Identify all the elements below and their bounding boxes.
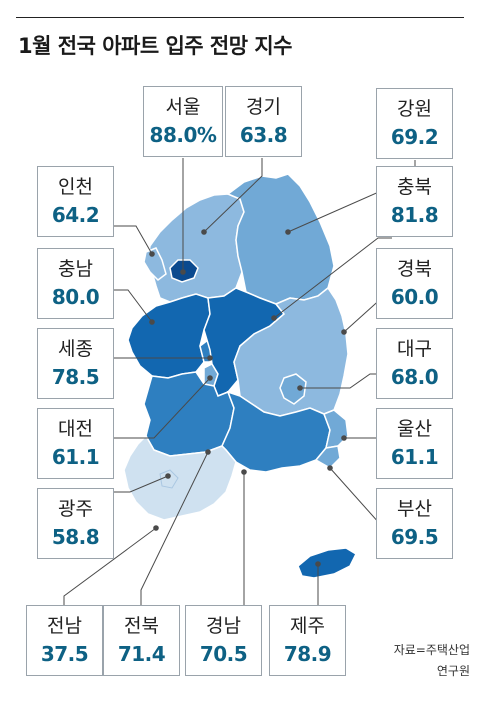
region-value: 58.8	[51, 525, 100, 549]
region-value: 69.2	[390, 125, 439, 149]
region-value: 61.1	[51, 445, 100, 469]
region-value: 70.5	[199, 642, 248, 666]
region-name: 충남	[58, 258, 93, 280]
region-jeju	[297, 547, 357, 579]
label-gyeongbuk: 경북 60.0	[376, 248, 453, 319]
label-gyeongnam: 경남 70.5	[185, 605, 262, 676]
label-gwangju: 광주 58.8	[37, 488, 114, 559]
region-value: 88.0%	[149, 123, 217, 147]
region-value: 81.8	[390, 203, 439, 227]
region-value: 64.2	[51, 203, 100, 227]
dot-ulsan	[341, 435, 347, 441]
region-name: 전북	[124, 615, 159, 637]
region-value: 61.1	[390, 445, 439, 469]
region-name: 울산	[397, 418, 432, 440]
top-rule	[16, 17, 464, 18]
region-name: 충북	[397, 176, 432, 198]
dot-jeonbuk	[205, 449, 211, 455]
leader-chungnam	[114, 289, 153, 323]
source-line-1: 자료=주택산업	[393, 643, 470, 657]
dot-sejong	[207, 355, 213, 361]
label-daegu: 대구 68.0	[376, 328, 453, 399]
label-busan: 부산 69.5	[376, 488, 453, 559]
dot-gyeongnam	[241, 469, 247, 475]
label-gangwon: 강원 69.2	[376, 88, 453, 159]
region-gyeonggi	[147, 193, 245, 303]
region-value: 78.5	[51, 365, 100, 389]
label-sejong: 세종 78.5	[37, 328, 114, 399]
label-seoul: 서울 88.0%	[143, 86, 223, 157]
region-name: 경북	[397, 258, 432, 280]
region-name: 부산	[397, 498, 432, 520]
leader-jeonnam	[63, 527, 157, 605]
region-name: 광주	[58, 498, 93, 520]
region-value: 68.0	[390, 365, 439, 389]
label-gyeonggi: 경기 63.8	[225, 86, 302, 157]
region-name: 전남	[47, 615, 82, 637]
label-ulsan: 울산 61.1	[376, 408, 453, 479]
dot-chungbuk	[271, 315, 277, 321]
region-name: 세종	[58, 338, 93, 360]
region-name: 서울	[165, 96, 201, 118]
region-value: 60.0	[390, 285, 439, 309]
region-value: 69.5	[390, 525, 439, 549]
region-gwangju	[159, 469, 179, 489]
region-value: 63.8	[239, 123, 288, 147]
label-jeonbuk: 전북 71.4	[103, 605, 180, 676]
dot-gyeonggi	[201, 229, 207, 235]
region-daegu	[279, 373, 307, 405]
label-chungbuk: 충북 81.8	[376, 166, 453, 237]
region-name: 대전	[58, 418, 93, 440]
dot-jeonnam	[153, 525, 159, 531]
region-name: 경남	[206, 615, 241, 637]
leader-gwangju	[114, 475, 169, 493]
label-jeonnam: 전남 37.5	[26, 605, 103, 676]
dot-daejeon	[207, 375, 213, 381]
dot-daegu	[297, 385, 303, 391]
dot-chungnam	[149, 319, 155, 325]
region-name: 제주	[290, 615, 325, 637]
leader-daejeon	[114, 377, 211, 439]
dot-gyeongbuk	[341, 329, 347, 335]
source-note: 자료=주택산업 연구원	[378, 640, 470, 682]
region-jeonnam	[123, 434, 237, 521]
region-name: 경기	[246, 96, 281, 118]
label-incheon: 인천 64.2	[37, 166, 114, 237]
dot-seoul	[180, 269, 186, 275]
page-title: 1월 전국 아파트 입주 전망 지수	[18, 34, 293, 58]
dot-jeju	[315, 561, 321, 567]
dot-gangwon	[285, 229, 291, 235]
region-name: 인천	[58, 176, 93, 198]
leader-gyeonggi	[203, 158, 263, 233]
label-chungnam: 충남 80.0	[37, 248, 114, 319]
leader-jeonbuk	[140, 451, 209, 605]
source-line-2: 연구원	[436, 664, 470, 678]
dot-gwangju	[165, 473, 171, 479]
dot-incheon	[149, 251, 155, 257]
dot-busan	[327, 465, 333, 471]
region-value: 71.4	[117, 642, 166, 666]
region-incheon	[143, 247, 167, 281]
region-name: 대구	[397, 338, 432, 360]
region-value: 80.0	[51, 285, 100, 309]
label-jeju: 제주 78.9	[269, 605, 346, 676]
region-value: 78.9	[283, 642, 332, 666]
leader-chungbuk	[273, 237, 392, 319]
region-value: 37.5	[40, 642, 89, 666]
label-daejeon: 대전 61.1	[37, 408, 114, 479]
region-name: 강원	[397, 98, 432, 120]
leader-incheon	[114, 225, 153, 255]
